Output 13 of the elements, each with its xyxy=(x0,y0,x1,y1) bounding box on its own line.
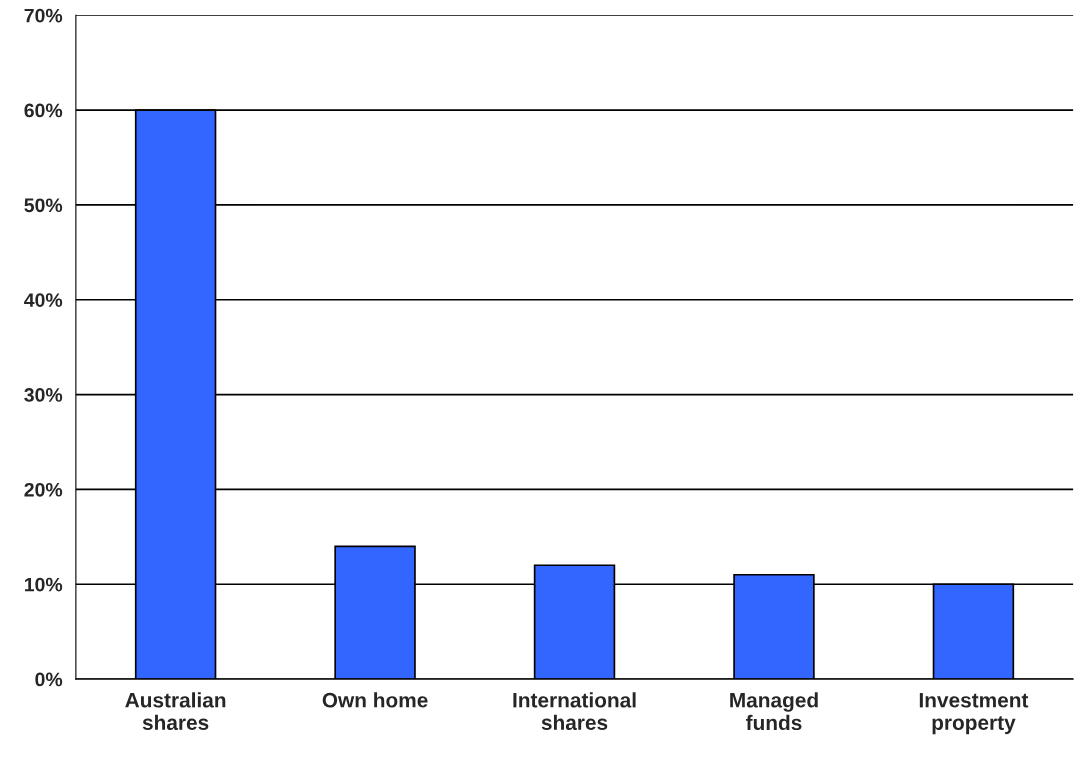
y-tick-label: 10% xyxy=(24,577,63,592)
x-tick-label: International shares xyxy=(513,692,636,731)
x-tick-label: Investment property xyxy=(919,693,1029,735)
x-tick-label: Own home xyxy=(322,692,428,708)
y-tick-label: 50% xyxy=(24,198,63,213)
y-tick-label: 30% xyxy=(24,388,63,402)
x-tick-label: Australian shares xyxy=(125,692,226,731)
y-tick-label: 60% xyxy=(24,103,63,118)
y-tick-label: 0% xyxy=(35,672,63,687)
y-tick-label: 20% xyxy=(24,482,63,497)
x-tick-label: Managed funds xyxy=(730,692,818,731)
y-tick-label: 70% xyxy=(24,8,63,23)
y-tick-label: 40% xyxy=(24,293,63,307)
